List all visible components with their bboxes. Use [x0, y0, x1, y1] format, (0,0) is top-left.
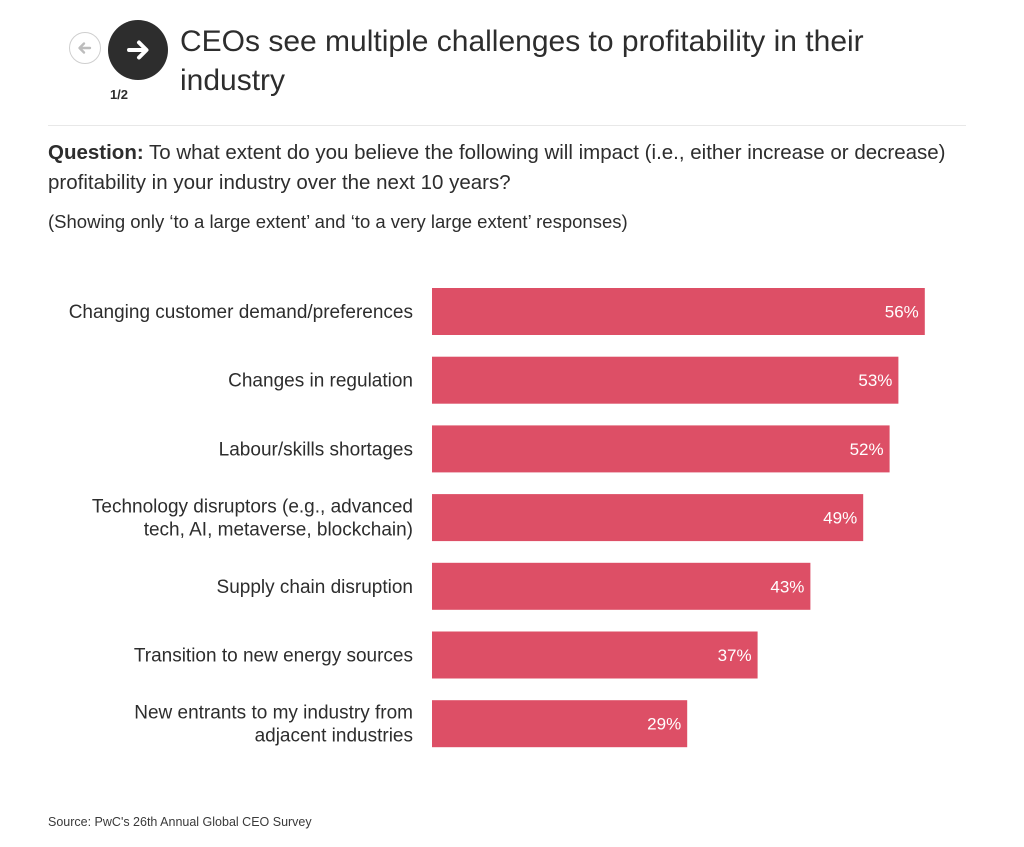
arrow-left-icon	[78, 42, 92, 54]
source-note: Source: PwC's 26th Annual Global CEO Sur…	[48, 815, 312, 829]
question-body: To what extent do you believe the follow…	[48, 141, 946, 194]
bar	[432, 425, 890, 473]
category-label: New entrants to my industry from adjacent…	[134, 703, 413, 747]
question-text: Question: To what extent do you believe …	[48, 138, 948, 198]
page-title: CEOs see multiple challenges to profitab…	[180, 25, 864, 97]
category-label-line: Transition to new energy sources	[134, 646, 413, 667]
category-label-line: Changing customer demand/preferences	[69, 302, 413, 323]
next-button[interactable]	[108, 20, 168, 80]
category-label: Transition to new energy sources	[134, 646, 413, 667]
category-label-line: Supply chain disruption	[217, 577, 413, 598]
page-indicator: 1/2	[109, 87, 129, 102]
response-note: (Showing only ‘to a large extent’ and ‘t…	[48, 211, 628, 232]
bar	[432, 562, 811, 610]
bar-value-label: 37%	[718, 646, 752, 665]
bar-value-label: 49%	[823, 509, 857, 528]
bar	[432, 631, 758, 679]
bar	[432, 356, 899, 404]
category-label: Changes in regulation	[228, 371, 413, 392]
category-label-line: tech, AI, metaverse, blockchain)	[144, 520, 413, 541]
category-label: Technology disruptors (e.g., advanced tec…	[92, 497, 413, 541]
slide-navigation: 1/2	[0, 0, 170, 110]
bar-value-label: 53%	[858, 371, 892, 390]
bar	[432, 494, 864, 542]
category-label: Changing customer demand/preferences	[69, 302, 413, 323]
divider	[48, 125, 966, 126]
category-label-line: adjacent industries	[255, 726, 413, 747]
arrow-right-icon	[127, 40, 149, 60]
category-label: Supply chain disruption	[217, 577, 413, 598]
bar-value-label: 52%	[850, 440, 884, 459]
bar-value-label: 43%	[770, 577, 804, 596]
category-label-line: New entrants to my industry from	[134, 703, 413, 724]
previous-button[interactable]	[69, 32, 101, 64]
category-label-line: Changes in regulation	[228, 371, 413, 392]
bar	[432, 700, 688, 748]
category-label-line: Labour/skills shortages	[219, 439, 413, 460]
category-label: Labour/skills shortages	[219, 439, 413, 460]
bar	[432, 288, 925, 335]
question-label: Question:	[48, 141, 144, 164]
bar-value-label: 56%	[885, 303, 919, 322]
bar-chart: 56% Changing customer demand/preferences 5…	[69, 288, 925, 748]
bar-value-label: 29%	[647, 715, 681, 734]
category-label-line: Technology disruptors (e.g., advanced	[92, 497, 413, 518]
